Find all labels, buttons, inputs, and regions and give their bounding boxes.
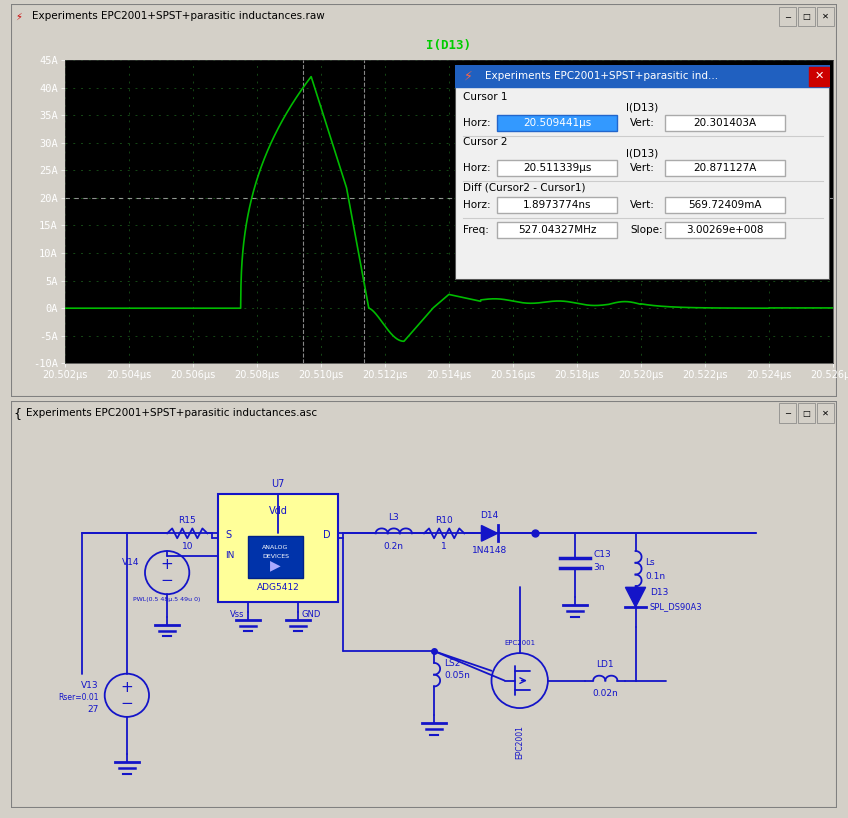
Text: V14: V14 bbox=[121, 558, 139, 568]
Text: 0.05n: 0.05n bbox=[444, 671, 470, 680]
Text: LD1: LD1 bbox=[596, 660, 614, 669]
Text: −: − bbox=[120, 695, 133, 711]
Text: □: □ bbox=[802, 11, 811, 21]
Text: Horz:: Horz: bbox=[463, 118, 491, 128]
Text: EPC2001: EPC2001 bbox=[516, 725, 524, 758]
Polygon shape bbox=[482, 525, 498, 542]
Bar bbox=[497, 197, 617, 213]
Text: IN: IN bbox=[226, 551, 235, 560]
Text: 1N4148: 1N4148 bbox=[471, 546, 507, 555]
Text: EPC2001: EPC2001 bbox=[504, 640, 535, 646]
Text: Freq:: Freq: bbox=[463, 225, 489, 235]
Text: Vert:: Vert: bbox=[630, 118, 655, 128]
Text: Slope:: Slope: bbox=[630, 225, 662, 235]
Text: ▶: ▶ bbox=[271, 558, 281, 572]
Bar bbox=[665, 222, 785, 238]
Text: Horz:: Horz: bbox=[463, 163, 491, 173]
Bar bbox=[497, 115, 617, 131]
Text: ─: ─ bbox=[785, 11, 790, 21]
Bar bbox=[779, 403, 795, 423]
Bar bbox=[779, 7, 795, 26]
Bar bbox=[665, 160, 785, 176]
Text: 1: 1 bbox=[441, 542, 447, 551]
Bar bbox=[497, 222, 617, 238]
Text: Ls: Ls bbox=[645, 558, 656, 568]
Text: Cursor 2: Cursor 2 bbox=[463, 137, 507, 147]
Text: S: S bbox=[226, 530, 232, 540]
Text: ⚡: ⚡ bbox=[464, 70, 472, 83]
Text: L3: L3 bbox=[388, 513, 399, 522]
Text: I(D13): I(D13) bbox=[427, 39, 471, 52]
Text: 20.509441μs: 20.509441μs bbox=[523, 118, 591, 128]
Text: 20.511339μs: 20.511339μs bbox=[523, 163, 591, 173]
Text: Rser=0.01: Rser=0.01 bbox=[59, 693, 98, 702]
Text: U7: U7 bbox=[271, 479, 285, 489]
Text: Vert:: Vert: bbox=[630, 200, 655, 210]
Text: Horz:: Horz: bbox=[463, 200, 491, 210]
Bar bbox=[665, 115, 785, 131]
Text: 3.00269e+008: 3.00269e+008 bbox=[686, 225, 764, 235]
Text: Vert:: Vert: bbox=[630, 163, 655, 173]
Text: DEVICES: DEVICES bbox=[262, 555, 289, 560]
Text: 0.02n: 0.02n bbox=[593, 690, 618, 699]
Text: ✕: ✕ bbox=[814, 71, 823, 81]
Text: ⚡: ⚡ bbox=[15, 11, 22, 21]
Text: ANALOG: ANALOG bbox=[262, 546, 288, 551]
Text: ✕: ✕ bbox=[822, 408, 828, 418]
Text: LS2: LS2 bbox=[444, 658, 460, 667]
Text: +: + bbox=[161, 557, 174, 573]
Text: D14: D14 bbox=[480, 510, 499, 519]
Text: ─: ─ bbox=[785, 408, 790, 418]
Text: 569.72409mA: 569.72409mA bbox=[689, 200, 762, 210]
Text: R10: R10 bbox=[435, 515, 453, 524]
Text: □: □ bbox=[802, 408, 811, 418]
Bar bbox=[248, 537, 303, 578]
Bar bbox=[817, 7, 834, 26]
Text: D13: D13 bbox=[650, 587, 668, 597]
Text: 0.2n: 0.2n bbox=[384, 542, 404, 551]
Text: −: − bbox=[161, 573, 174, 588]
Text: 1.8973774ns: 1.8973774ns bbox=[522, 200, 591, 210]
Text: GND: GND bbox=[301, 610, 321, 619]
Text: PWL(0.5 48µ.5 49u 0): PWL(0.5 48µ.5 49u 0) bbox=[133, 597, 201, 602]
Bar bbox=[665, 197, 785, 213]
Text: Experiments EPC2001+SPST+parasitic inductances.asc: Experiments EPC2001+SPST+parasitic induc… bbox=[26, 408, 317, 418]
Text: 10: 10 bbox=[181, 542, 193, 551]
Text: Experiments EPC2001+SPST+parasitic ind...: Experiments EPC2001+SPST+parasitic ind..… bbox=[485, 71, 718, 81]
Text: ✕: ✕ bbox=[822, 11, 828, 21]
Text: SPL_DS90A3: SPL_DS90A3 bbox=[650, 602, 702, 612]
Text: 0.1n: 0.1n bbox=[645, 572, 666, 581]
Bar bbox=[217, 494, 338, 602]
Text: ADG5412: ADG5412 bbox=[257, 583, 299, 592]
Text: 27: 27 bbox=[87, 704, 98, 713]
Text: C13: C13 bbox=[594, 551, 611, 560]
Text: Vss: Vss bbox=[230, 610, 245, 619]
Text: {: { bbox=[14, 407, 21, 420]
Text: 20.871127A: 20.871127A bbox=[694, 163, 756, 173]
Text: Experiments EPC2001+SPST+parasitic inductances.raw: Experiments EPC2001+SPST+parasitic induc… bbox=[31, 11, 325, 21]
Text: 20.301403A: 20.301403A bbox=[694, 118, 756, 128]
Text: D: D bbox=[323, 530, 331, 540]
Bar bbox=[798, 403, 815, 423]
Text: V13: V13 bbox=[81, 681, 98, 690]
Bar bbox=[809, 67, 829, 86]
Bar bbox=[455, 65, 830, 87]
Text: R15: R15 bbox=[178, 515, 196, 524]
Text: Vdd: Vdd bbox=[269, 506, 287, 516]
Bar bbox=[798, 7, 815, 26]
Text: +: + bbox=[120, 680, 133, 695]
Text: 527.04327MHz: 527.04327MHz bbox=[518, 225, 596, 235]
Bar bbox=[497, 160, 617, 176]
Text: I(D13): I(D13) bbox=[626, 103, 658, 113]
Text: Cursor 1: Cursor 1 bbox=[463, 92, 507, 102]
Text: I(D13): I(D13) bbox=[626, 148, 658, 158]
Text: 3n: 3n bbox=[594, 563, 605, 573]
Text: Diff (Cursor2 - Cursor1): Diff (Cursor2 - Cursor1) bbox=[463, 182, 585, 192]
Polygon shape bbox=[626, 587, 645, 607]
Bar bbox=[817, 403, 834, 423]
Bar bbox=[457, 66, 479, 86]
Bar bbox=[12, 6, 27, 27]
